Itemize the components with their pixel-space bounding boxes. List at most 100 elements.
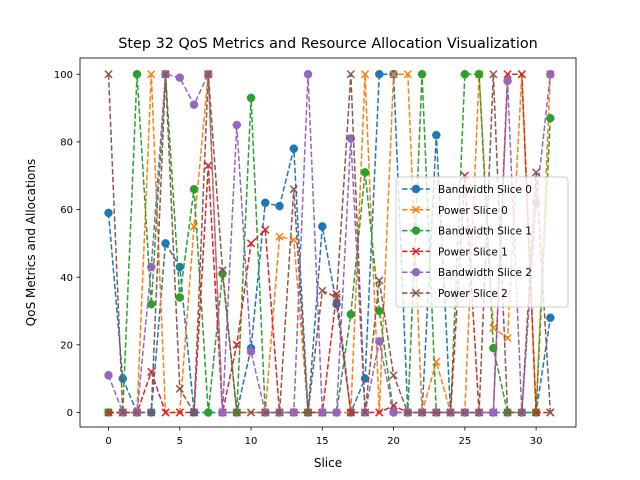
x-tick-label: 15	[316, 436, 329, 447]
legend-entry-bandwidth-slice-2: Bandwidth Slice 2	[402, 267, 532, 279]
data-point-bandwidth-slice-0	[118, 374, 128, 383]
data-point-power-slice-1	[246, 239, 256, 248]
legend-label: Bandwidth Slice 0	[438, 184, 532, 196]
data-point-bandwidth-slice-0	[375, 69, 384, 79]
legend-label: Power Slice 0	[438, 205, 508, 217]
data-point-power-slice-2	[517, 408, 526, 417]
data-point-power-slice-0	[489, 323, 498, 333]
data-point-power-slice-2	[403, 408, 412, 417]
data-point-power-slice-2	[346, 70, 355, 79]
data-point-power-slice-2	[446, 408, 455, 417]
x-tick-label: 0	[105, 436, 111, 447]
data-point-power-slice-1	[346, 408, 355, 417]
data-point-bandwidth-slice-1	[360, 168, 370, 177]
data-point-power-slice-0	[360, 70, 370, 79]
data-point-bandwidth-slice-0	[275, 201, 284, 211]
chart-title: Step 32 QoS Metrics and Resource Allocat…	[118, 36, 538, 52]
data-point-power-slice-0	[147, 70, 156, 79]
data-point-bandwidth-slice-2	[389, 408, 398, 417]
legend-marker	[411, 288, 421, 298]
x-tick-label: 20	[387, 436, 400, 447]
data-point-bandwidth-slice-2	[332, 408, 341, 417]
data-point-bandwidth-slice-2	[246, 347, 256, 356]
data-point-bandwidth-slice-1	[474, 69, 484, 79]
legend-label: Power Slice 1	[438, 246, 508, 258]
data-point-power-slice-2	[332, 293, 341, 302]
data-point-bandwidth-slice-1	[546, 113, 555, 123]
data-point-power-slice-2	[118, 408, 127, 417]
data-point-power-slice-2	[189, 408, 199, 417]
y-tick-label: 40	[60, 273, 73, 284]
legend-entry-bandwidth-slice-1: Bandwidth Slice 1	[402, 226, 532, 238]
data-point-bandwidth-slice-2	[303, 69, 313, 79]
data-point-power-slice-1	[261, 225, 270, 234]
y-tick-label: 60	[60, 205, 73, 216]
data-point-bandwidth-slice-1	[346, 310, 356, 319]
data-point-power-slice-2	[261, 408, 270, 417]
data-point-power-slice-1	[161, 408, 170, 417]
data-point-power-slice-2	[303, 408, 313, 417]
data-point-bandwidth-slice-0	[289, 144, 299, 153]
legend-label: Power Slice 2	[438, 288, 508, 300]
legend-label: Bandwidth Slice 2	[438, 267, 532, 279]
data-point-bandwidth-slice-0	[332, 299, 341, 309]
data-point-bandwidth-slice-1	[189, 184, 199, 194]
series-power-slice-2	[104, 70, 555, 417]
data-point-power-slice-2	[147, 408, 156, 417]
y-tick-label: 100	[54, 70, 73, 81]
data-point-power-slice-2	[275, 408, 284, 417]
data-point-power-slice-2	[474, 408, 484, 417]
x-tick-label: 25	[458, 436, 471, 447]
data-point-power-slice-2	[432, 408, 441, 417]
data-point-bandwidth-slice-2	[546, 69, 555, 79]
legend-entry-bandwidth-slice-0: Bandwidth Slice 0	[402, 184, 532, 196]
data-point-power-slice-1	[531, 408, 541, 417]
data-point-power-slice-2	[503, 408, 512, 417]
data-point-bandwidth-slice-0	[432, 130, 441, 140]
data-point-bandwidth-slice-2	[218, 408, 227, 417]
plot-frame	[79, 57, 577, 428]
data-point-bandwidth-slice-1	[246, 93, 256, 103]
y-tick-label: 0	[67, 408, 73, 419]
legend: Bandwidth Slice 0 Power Slice 0 Bandwidth …	[395, 176, 569, 308]
data-point-power-slice-2	[175, 384, 184, 393]
y-tick-label: 20	[60, 340, 73, 351]
data-point-bandwidth-slice-1	[175, 293, 185, 302]
data-point-bandwidth-slice-0	[546, 313, 555, 323]
x-tick-label: 10	[245, 436, 258, 447]
data-point-power-slice-2	[375, 276, 384, 285]
data-point-power-slice-2	[460, 408, 469, 417]
data-point-power-slice-2	[132, 408, 142, 417]
data-point-power-slice-2	[489, 70, 498, 79]
legend-marker	[411, 205, 421, 214]
legend-box	[395, 176, 569, 308]
data-point-power-slice-1	[204, 161, 213, 170]
legend-marker	[411, 184, 421, 194]
y-axis-label: QoS Metrics and Allocations	[24, 159, 38, 326]
data-point-power-slice-2	[546, 408, 555, 417]
data-point-bandwidth-slice-2	[147, 262, 156, 272]
legend-entry-power-slice-0: Power Slice 0	[402, 205, 508, 217]
data-point-power-slice-1	[147, 367, 156, 377]
ticks-layer: 0 5 10 15 20 25 30 0 20 40 60 80 100	[54, 70, 543, 447]
data-point-power-slice-1	[104, 408, 113, 417]
x-tick-label: 30	[530, 436, 543, 447]
x-axis-label: Slice	[314, 456, 342, 470]
series-line-power-slice-2	[107, 74, 552, 415]
data-point-power-slice-2	[246, 408, 256, 417]
series-line-bandwidth-slice-0	[107, 73, 552, 416]
data-point-bandwidth-slice-2	[318, 408, 327, 417]
data-point-power-slice-0	[403, 70, 412, 79]
data-point-power-slice-1	[375, 408, 384, 417]
data-point-bandwidth-slice-0	[161, 239, 170, 248]
data-point-bandwidth-slice-2	[375, 337, 384, 346]
data-point-bandwidth-slice-1	[460, 69, 470, 79]
data-point-bandwidth-slice-2	[175, 73, 185, 82]
legend-label: Bandwidth Slice 1	[438, 226, 532, 238]
x-tick-label: 5	[177, 436, 183, 447]
data-point-bandwidth-slice-1	[132, 69, 142, 79]
data-point-power-slice-2	[161, 70, 170, 79]
data-point-power-slice-2	[318, 286, 327, 295]
data-point-power-slice-2	[289, 185, 298, 194]
data-point-power-slice-2	[360, 408, 370, 417]
